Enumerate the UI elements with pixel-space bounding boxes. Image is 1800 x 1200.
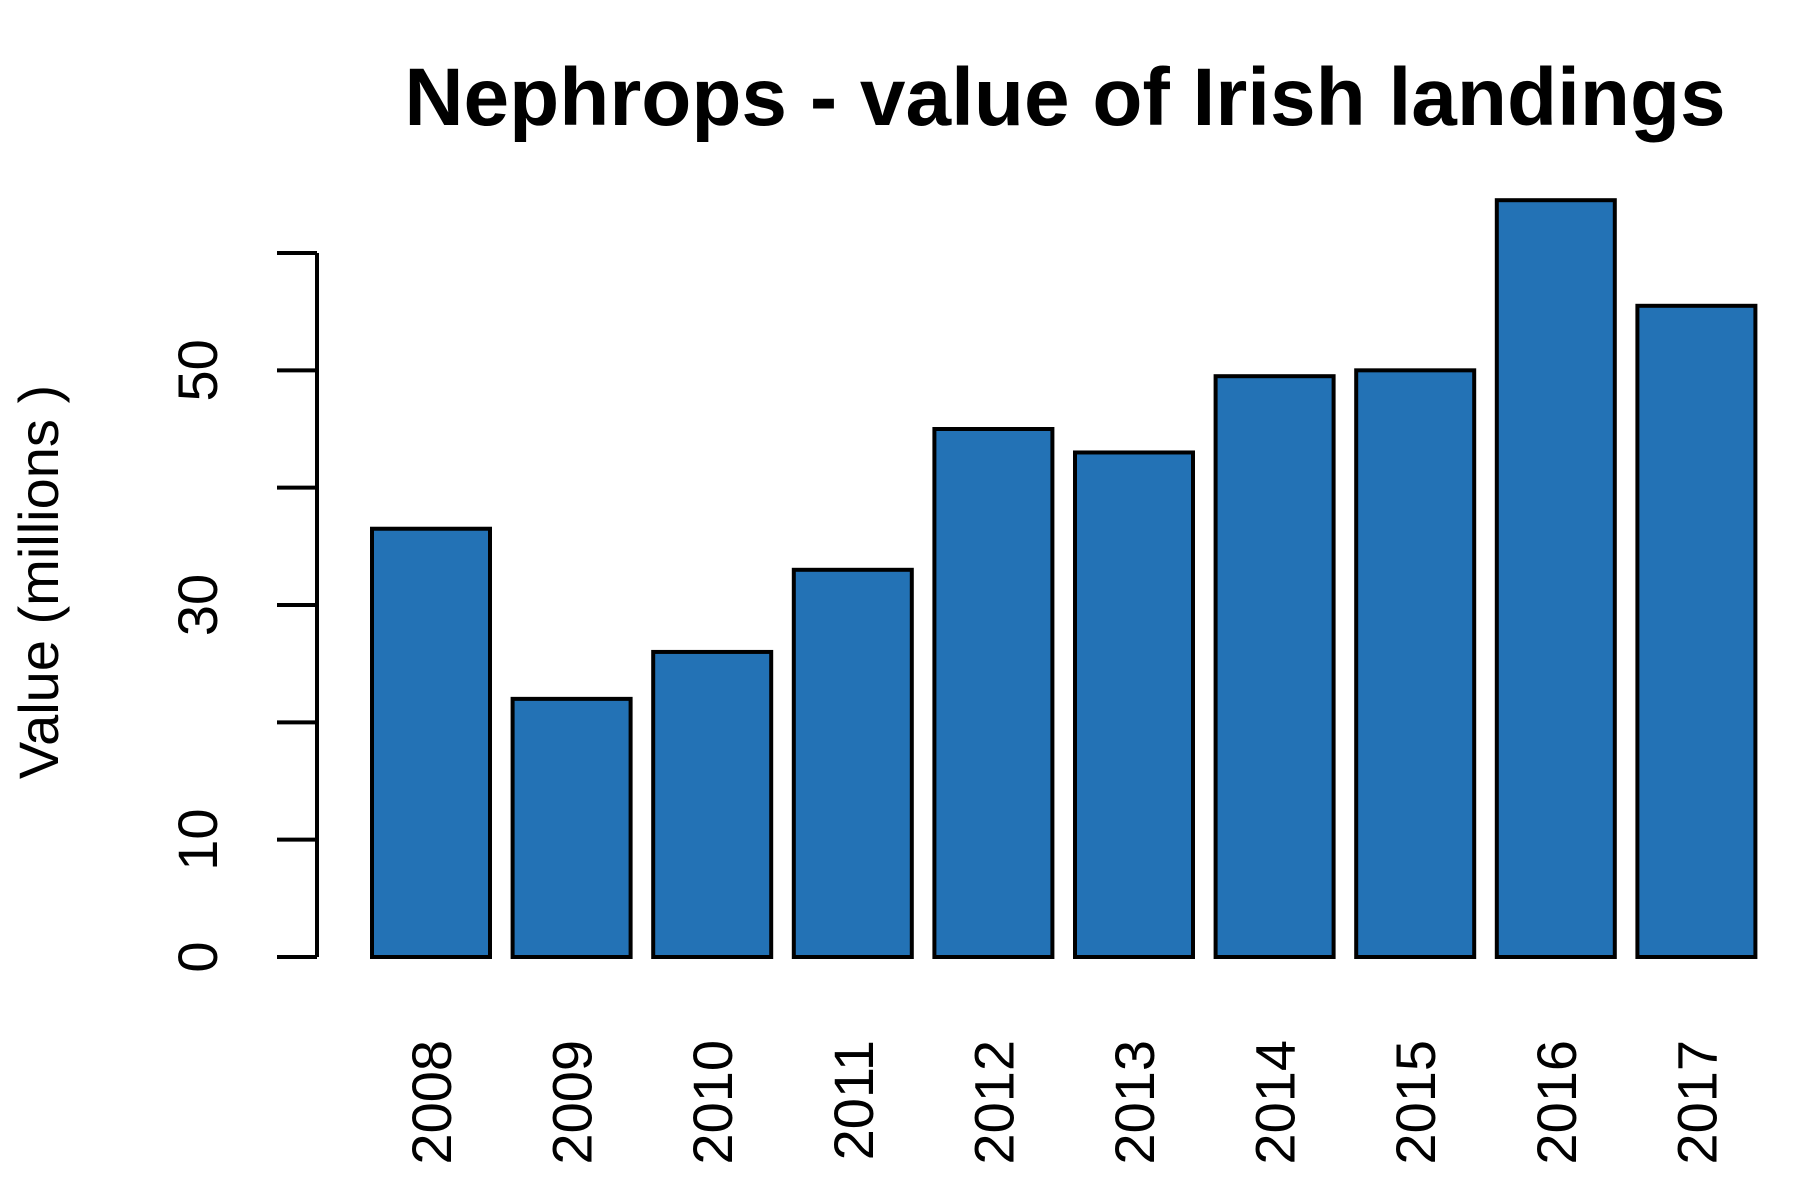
bar-2015 xyxy=(1354,368,1477,960)
x-tick-label: 2017 xyxy=(1665,1040,1728,1165)
x-tick-label: 2016 xyxy=(1525,1040,1588,1165)
x-tick-label: 2012 xyxy=(962,1040,1025,1165)
y-axis: 0 10 30 50 xyxy=(166,251,319,973)
x-tick-label: 2011 xyxy=(822,1040,885,1160)
x-tick-label: 2015 xyxy=(1384,1040,1447,1165)
bar-2008 xyxy=(370,526,492,959)
x-axis-labels: 2008 2009 2010 2011 2012 2013 2014 2015 2016 2017 xyxy=(400,1040,1728,1165)
bar-2014 xyxy=(1213,374,1336,959)
y-axis-label: Value (millions ) xyxy=(7,385,70,779)
bar-2011 xyxy=(791,567,914,959)
bar-2010 xyxy=(651,649,774,960)
bar-2012 xyxy=(932,427,1055,959)
y-tick-label: 30 xyxy=(166,574,229,636)
bars xyxy=(370,198,1758,960)
x-tick-label: 2014 xyxy=(1244,1040,1307,1165)
x-tick-label: 2010 xyxy=(681,1040,744,1165)
x-tick-label: 2013 xyxy=(1103,1040,1166,1165)
y-tick-label: 0 xyxy=(166,941,229,972)
bar-2016 xyxy=(1494,198,1617,959)
y-tick-label: 10 xyxy=(166,809,229,871)
chart-title: Nephrops - value of Irish landings xyxy=(404,52,1725,143)
bar-2017 xyxy=(1635,303,1758,959)
bar-2009 xyxy=(510,696,633,959)
y-tick-label: 50 xyxy=(166,339,229,401)
bar-2013 xyxy=(1073,450,1195,959)
x-tick-label: 2008 xyxy=(400,1040,463,1165)
x-tick-label: 2009 xyxy=(541,1040,604,1165)
